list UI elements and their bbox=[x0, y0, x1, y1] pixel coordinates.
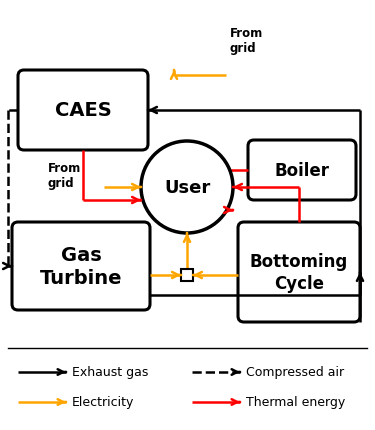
Text: Bottoming
Cycle: Bottoming Cycle bbox=[250, 252, 348, 292]
FancyBboxPatch shape bbox=[248, 141, 356, 200]
Text: User: User bbox=[164, 178, 210, 197]
Text: Compressed air: Compressed air bbox=[246, 366, 344, 379]
Text: Electricity: Electricity bbox=[72, 396, 134, 408]
FancyBboxPatch shape bbox=[238, 222, 360, 322]
Text: From
grid: From grid bbox=[230, 27, 263, 55]
Text: Exhaust gas: Exhaust gas bbox=[72, 366, 148, 379]
Bar bbox=[181, 269, 193, 281]
Circle shape bbox=[141, 141, 233, 233]
Text: Thermal energy: Thermal energy bbox=[246, 396, 345, 408]
Text: Gas
Turbine: Gas Turbine bbox=[40, 245, 122, 288]
Text: From
grid: From grid bbox=[48, 162, 81, 190]
FancyBboxPatch shape bbox=[18, 71, 148, 150]
Text: Boiler: Boiler bbox=[274, 162, 330, 180]
Text: CAES: CAES bbox=[55, 101, 111, 120]
FancyBboxPatch shape bbox=[12, 222, 150, 310]
